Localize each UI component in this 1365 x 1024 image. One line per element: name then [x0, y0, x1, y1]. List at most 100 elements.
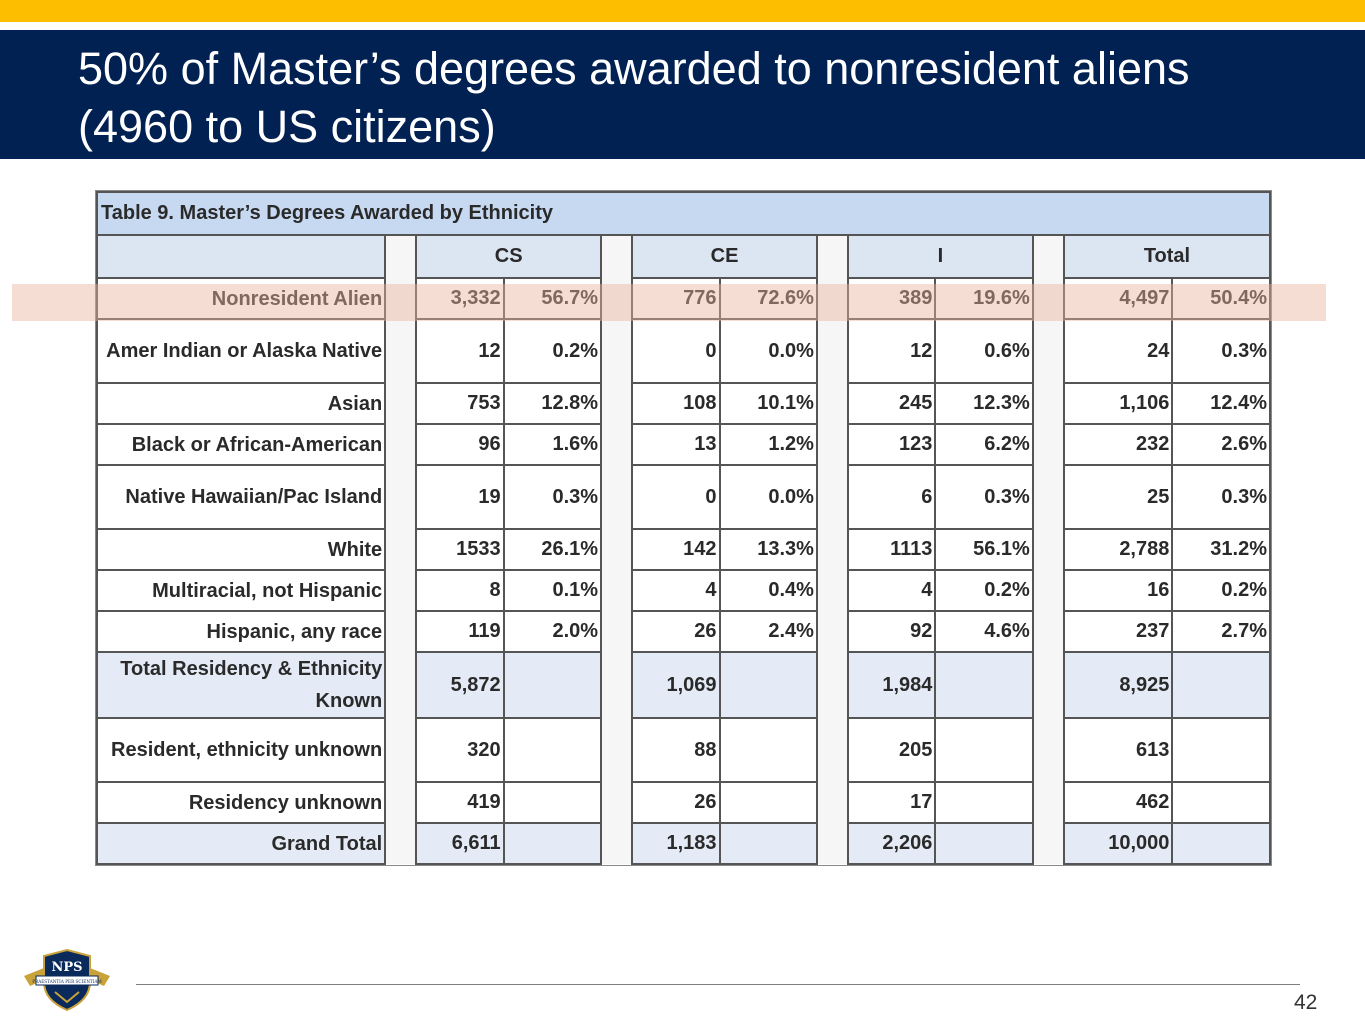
spacer-cell	[815, 319, 850, 383]
count-cell: 8	[415, 569, 505, 612]
count-cell: 5,872	[415, 651, 505, 719]
spacer-cell	[600, 782, 634, 823]
row-label: Multiracial, not Hispanic	[95, 569, 387, 612]
percent-cell: 0.4%	[718, 569, 818, 612]
spacer-cell	[815, 652, 850, 718]
spacer-cell	[384, 570, 418, 611]
row-label: White	[95, 528, 387, 571]
count-cell: 245	[847, 382, 937, 425]
percent-cell: 0.3%	[934, 464, 1034, 530]
count-cell: 88	[631, 717, 721, 783]
count-cell: 0	[631, 318, 721, 384]
spacer-cell	[600, 823, 634, 864]
percent-cell: 0.2%	[934, 569, 1034, 612]
count-cell: 12	[847, 318, 937, 384]
spacer-cell	[384, 611, 418, 652]
header-cs: CS	[415, 234, 603, 279]
nps-logo: NPS PRAESTANTIA PER SCIENTIAM	[24, 948, 110, 1012]
spacer-cell	[384, 278, 418, 319]
row-label: Resident, ethnicity unknown	[95, 717, 387, 783]
spacer-cell	[815, 718, 850, 782]
percent-cell: 0.2%	[1171, 569, 1271, 612]
table-row: Resident, ethnicity unknown 320 88 205 613	[95, 717, 1271, 783]
table-body: Nonresident Alien 3,332 56.7% 776 72.6% 389 19…	[95, 277, 1271, 865]
count-cell: 17	[847, 781, 937, 824]
table-row: Black or African-American 96 1.6% 13 1.2% 123…	[95, 423, 1271, 466]
count-cell: 4	[631, 569, 721, 612]
row-label: Native Hawaiian/Pac Island	[95, 464, 387, 530]
spacer-cell	[815, 424, 850, 465]
percent-cell	[718, 651, 818, 719]
count-cell: 6	[847, 464, 937, 530]
table-row: Native Hawaiian/Pac Island 19 0.3% 0 0.0% 6 0.…	[95, 464, 1271, 530]
percent-cell	[934, 717, 1034, 783]
percent-cell	[934, 822, 1034, 865]
count-cell: 10,000	[1062, 822, 1174, 865]
spacer-cell	[600, 529, 634, 570]
percent-cell: 26.1%	[502, 528, 603, 571]
percent-cell	[718, 781, 818, 824]
count-cell: 389	[847, 277, 937, 320]
title-band	[0, 30, 1365, 159]
count-cell: 16	[1062, 569, 1174, 612]
count-cell: 19	[415, 464, 505, 530]
spacer-cell	[1031, 782, 1065, 823]
spacer-cell	[1031, 465, 1065, 529]
count-cell: 237	[1062, 610, 1174, 653]
row-highlight	[12, 284, 1326, 321]
count-cell: 119	[415, 610, 505, 653]
percent-cell: 0.2%	[502, 318, 603, 384]
spacer-cell	[384, 465, 418, 529]
table-row: Nonresident Alien 3,332 56.7% 776 72.6% 389 19…	[95, 277, 1271, 320]
spacer-cell	[815, 823, 850, 864]
percent-cell: 1.2%	[718, 423, 818, 466]
row-label: Total Residency & Ethnicity Known	[95, 651, 387, 719]
page-number: 42	[1294, 991, 1318, 1014]
spacer-cell	[384, 782, 418, 823]
percent-cell	[1171, 822, 1271, 865]
count-cell: 232	[1062, 423, 1174, 466]
percent-cell: 6.2%	[934, 423, 1034, 466]
percent-cell: 0.3%	[1171, 464, 1271, 530]
percent-cell: 2.4%	[718, 610, 818, 653]
table-caption: Table 9. Master’s Degrees Awarded by Eth…	[96, 191, 1271, 236]
spacer-cell	[600, 611, 634, 652]
count-cell: 2,788	[1062, 528, 1174, 571]
percent-cell: 2.0%	[502, 610, 603, 653]
percent-cell	[1171, 717, 1271, 783]
table-row: Total Residency & Ethnicity Known 5,872 1,…	[95, 651, 1271, 719]
spacer-cell	[600, 570, 634, 611]
ethnicity-table: Table 9. Master’s Degrees Awarded by Eth…	[95, 191, 1272, 865]
row-label: Hispanic, any race	[95, 610, 387, 653]
percent-cell: 4.6%	[934, 610, 1034, 653]
percent-cell: 72.6%	[718, 277, 818, 320]
percent-cell	[1171, 651, 1271, 719]
count-cell: 753	[415, 382, 505, 425]
spacer-cell	[815, 278, 850, 319]
percent-cell: 2.6%	[1171, 423, 1271, 466]
percent-cell: 0.3%	[502, 464, 603, 530]
percent-cell	[1171, 781, 1271, 824]
count-cell: 4,497	[1062, 277, 1174, 320]
percent-cell: 1.6%	[502, 423, 603, 466]
percent-cell: 13.3%	[718, 528, 818, 571]
top-gold-bar	[0, 0, 1365, 22]
footer-divider	[136, 984, 1300, 985]
count-cell: 1,106	[1062, 382, 1174, 425]
count-cell: 13	[631, 423, 721, 466]
spacer-cell	[1031, 718, 1065, 782]
percent-cell: 12.8%	[502, 382, 603, 425]
percent-cell: 0.6%	[934, 318, 1034, 384]
spacer-cell	[600, 465, 634, 529]
percent-cell	[502, 651, 603, 719]
percent-cell: 0.3%	[1171, 318, 1271, 384]
count-cell: 462	[1062, 781, 1174, 824]
count-cell: 92	[847, 610, 937, 653]
row-label: Asian	[95, 382, 387, 425]
count-cell: 205	[847, 717, 937, 783]
spacer-cell	[384, 718, 418, 782]
header-i: I	[847, 234, 1034, 279]
table-row: Multiracial, not Hispanic 8 0.1% 4 0.4% 4 0.2%…	[95, 569, 1271, 612]
slide-title-line1: 50% of Master’s degrees awarded to nonre…	[78, 43, 1190, 94]
spacer-cell	[384, 424, 418, 465]
